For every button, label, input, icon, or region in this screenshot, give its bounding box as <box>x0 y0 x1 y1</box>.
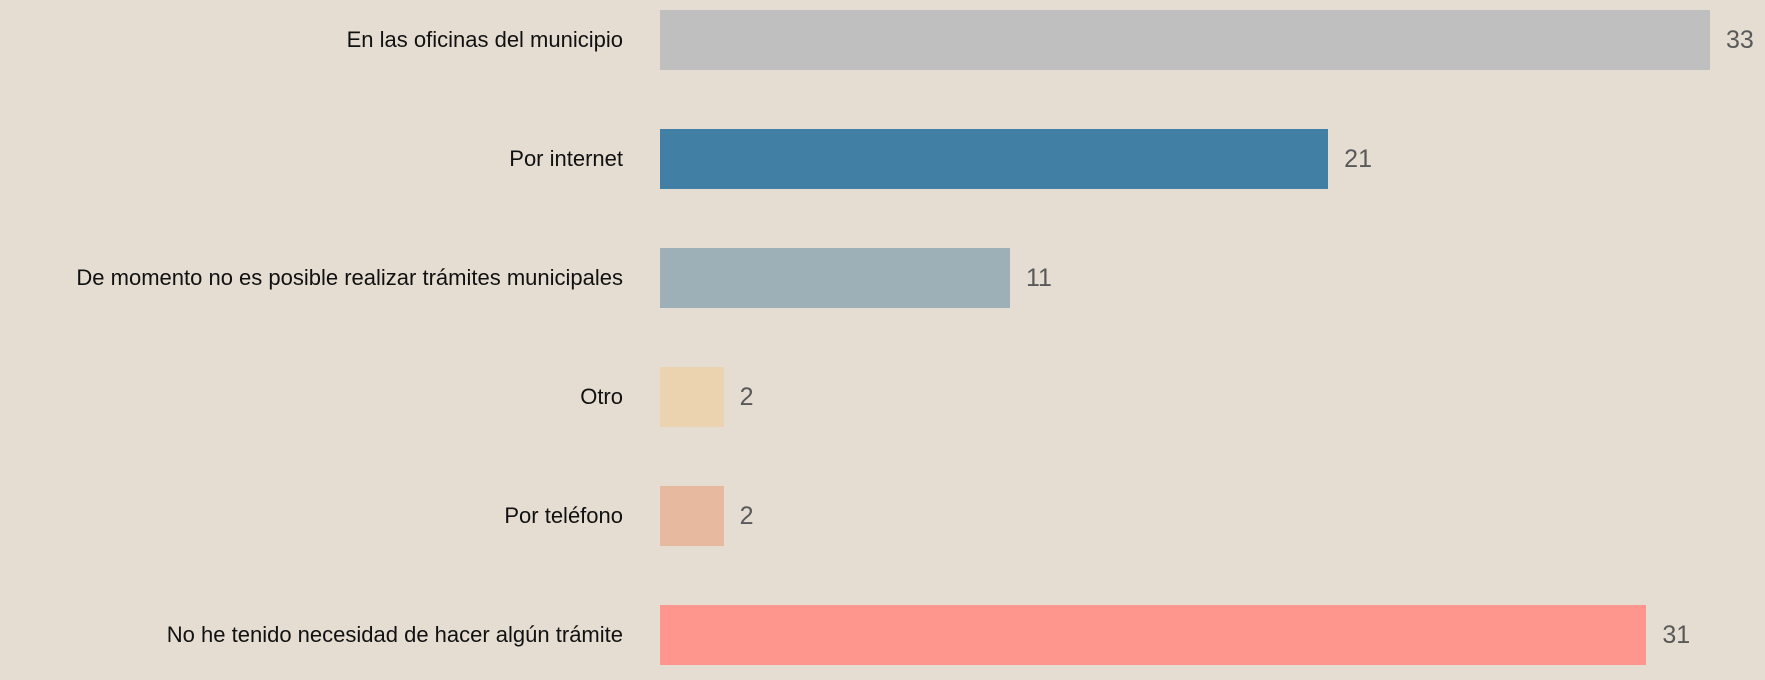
bar <box>660 248 1010 308</box>
category-label: De momento no es posible realizar trámit… <box>76 265 623 290</box>
category-label: En las oficinas del municipio <box>346 27 623 52</box>
category-label: Por teléfono <box>504 503 623 528</box>
bar <box>660 367 724 427</box>
bar <box>660 486 724 546</box>
value-label: 33 <box>1726 26 1754 54</box>
category-label: Por internet <box>509 146 623 171</box>
value-label: 2 <box>739 383 754 411</box>
bar <box>660 605 1647 665</box>
value-label: 31 <box>1662 621 1691 649</box>
category-label: Otro <box>580 384 623 409</box>
category-label: No he tenido necesidad de hacer algún tr… <box>166 622 623 647</box>
value-label: 2 <box>739 502 754 530</box>
value-label: 21 <box>1344 145 1372 173</box>
bar <box>660 10 1710 70</box>
value-label: 11 <box>1026 264 1052 292</box>
bar <box>660 129 1329 189</box>
page: {"chart_data": {"type": "bar", "orientat… <box>76 10 1754 665</box>
